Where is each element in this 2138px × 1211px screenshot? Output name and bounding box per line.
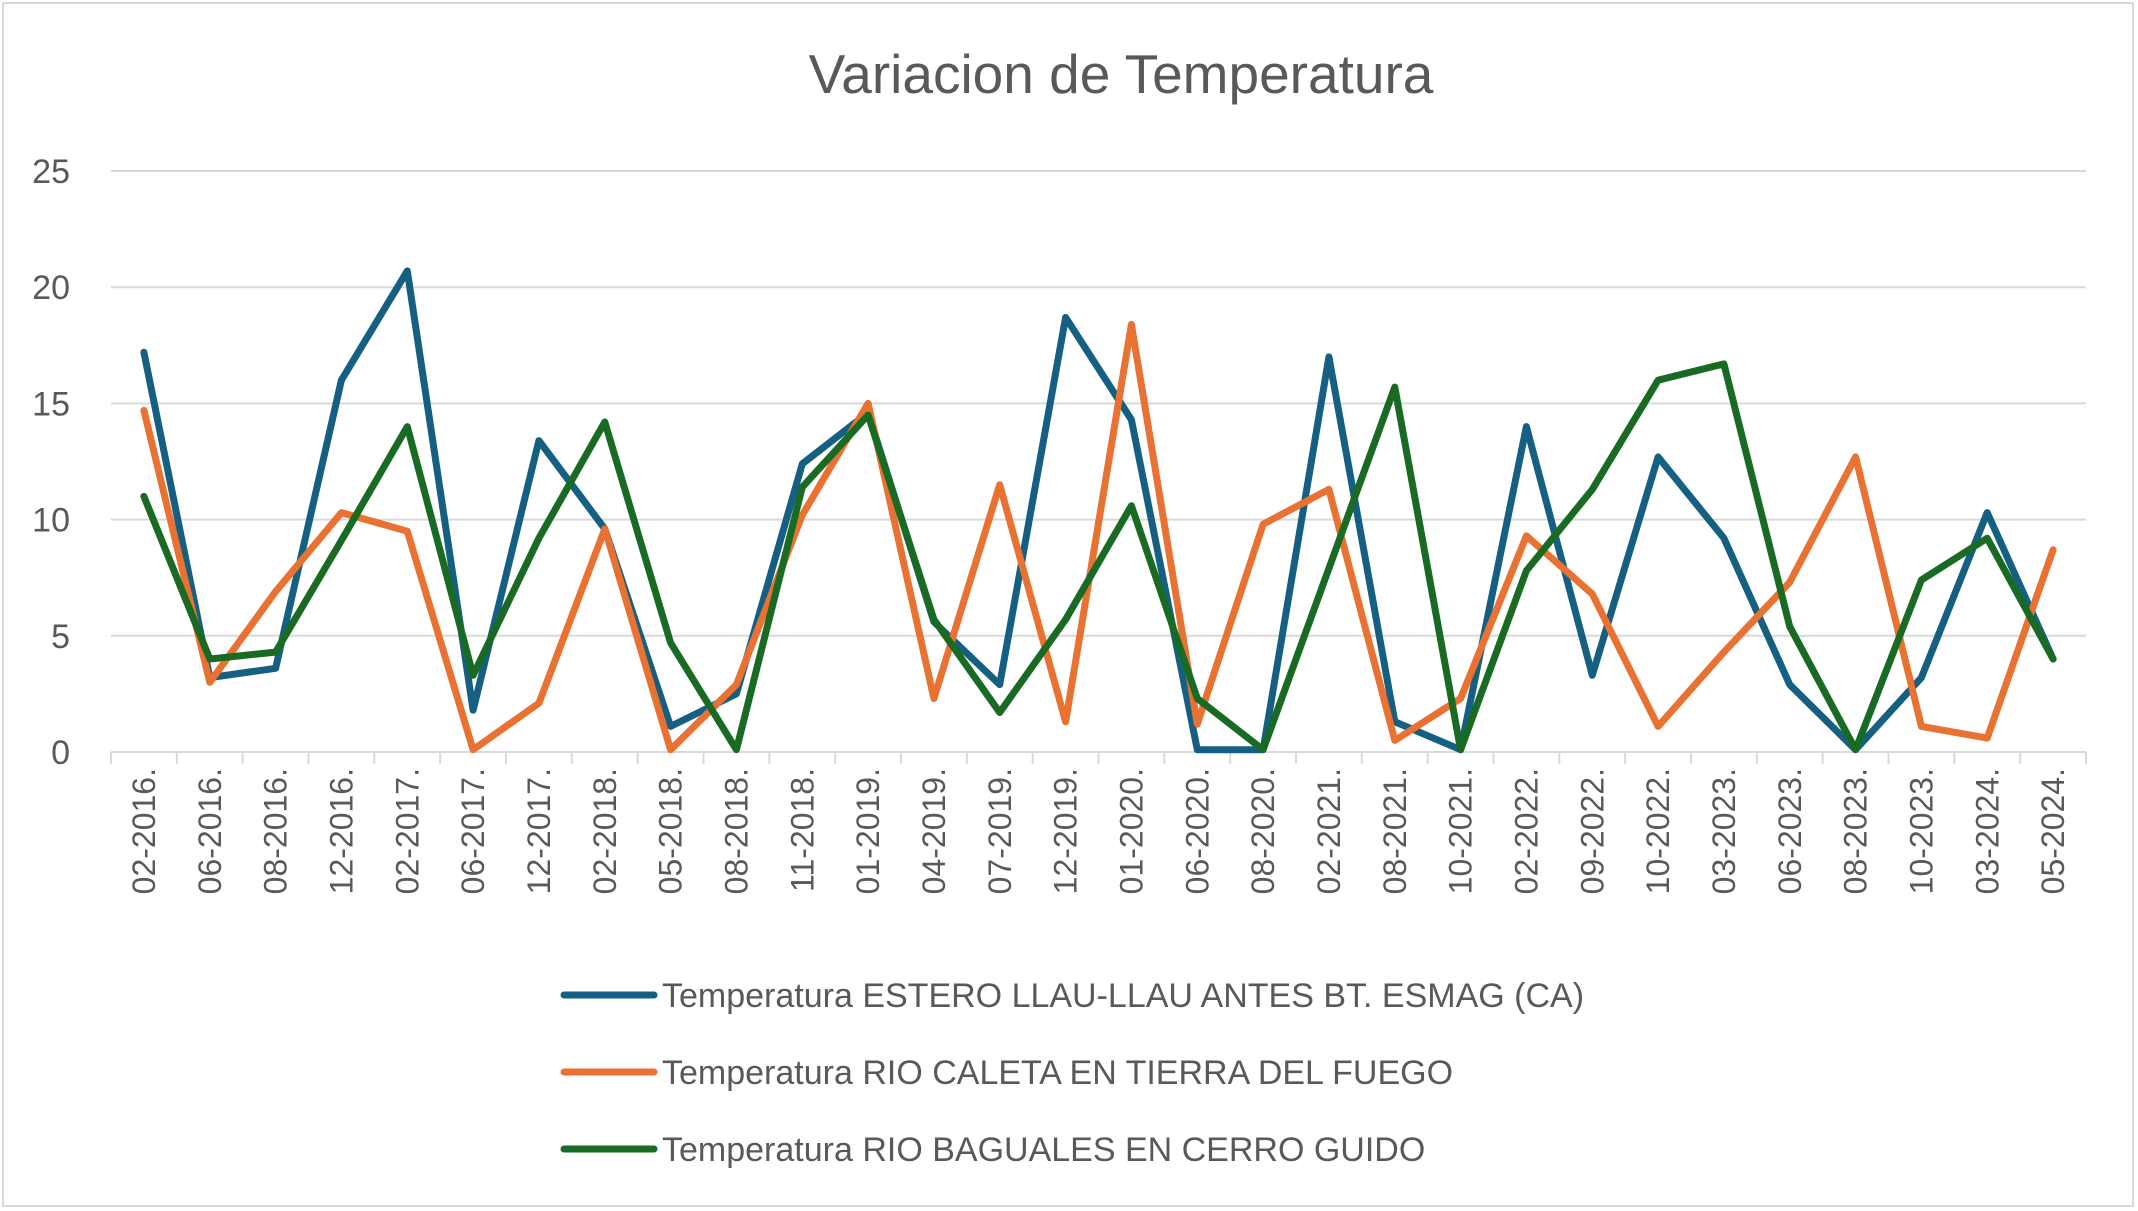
y-tick-label: 5 (51, 618, 70, 656)
x-tick-label: 10-2023. (1903, 768, 1939, 894)
x-tick-label: 05-2018. (653, 768, 689, 894)
x-tick-label: 04-2019. (916, 768, 952, 894)
x-tick-label: 12-2019. (1048, 768, 1084, 894)
x-tick-label: 02-2022. (1508, 768, 1544, 894)
x-tick-label: 08-2021. (1377, 768, 1413, 894)
legend-label-3: Temperatura RIO BAGUALES EN CERRO GUIDO (662, 1131, 1425, 1169)
x-tick-label: 01-2020. (1113, 768, 1149, 894)
x-tick-label: 12-2017. (521, 768, 557, 894)
x-tick-label: 03-2024. (1969, 768, 2005, 894)
x-tick-label: 07-2019. (982, 768, 1018, 894)
series-line-3 (140, 360, 2057, 754)
legend-label-1: Temperatura ESTERO LLAU-LLAU ANTES BT. E… (662, 977, 1584, 1015)
y-tick-label: 25 (32, 153, 70, 191)
legend-label-2: Temperatura RIO CALETA EN TIERRA DEL FUE… (662, 1054, 1453, 1092)
y-tick-label: 10 (32, 502, 70, 540)
series-points-3 (143, 363, 2054, 750)
x-tick-label: 08-2016. (258, 768, 294, 894)
y-axis-ticks: 0 5 10 15 20 25 (32, 153, 70, 772)
y-tick-label: 20 (32, 269, 70, 307)
series-points-2 (143, 324, 2054, 750)
x-tick-label: 09-2022. (1574, 768, 1610, 894)
y-tick-label: 15 (32, 385, 70, 423)
x-tick-label: 02-2016. (126, 768, 162, 894)
x-tick-label: 06-2016. (192, 768, 228, 894)
x-tick-label: 01-2019. (850, 768, 886, 894)
x-tick-label: 10-2022. (1640, 768, 1676, 894)
x-tick-label: 10-2021. (1443, 768, 1479, 894)
x-tick-label: 06-2017. (455, 768, 491, 894)
series-line-2 (140, 320, 2057, 754)
chart-title: Variacion de Temperatura (809, 43, 1434, 105)
x-tick-label: 02-2017. (389, 768, 425, 894)
x-tick-label: 03-2023. (1706, 768, 1742, 894)
gridlines (111, 170, 2086, 753)
x-tick-label: 08-2018. (718, 768, 754, 894)
x-tick-label: 05-2024. (2035, 768, 2071, 894)
series-lines (140, 267, 2057, 754)
x-tick-label: 06-2020. (1179, 768, 1215, 894)
x-tick-label: 08-2020. (1245, 768, 1281, 894)
y-tick-label: 0 (51, 734, 70, 772)
x-tick-label: 11-2018. (784, 768, 820, 892)
x-axis-ticks: 02-2016. 06-2016. 08-2016. 12-2016. 02-2017.… (110, 752, 2087, 894)
x-tick-label: 02-2018. (587, 768, 623, 894)
x-tick-label: 06-2023. (1772, 768, 1808, 894)
x-tick-label: 08-2023. (1838, 768, 1874, 894)
x-tick-label: 12-2016. (323, 768, 359, 894)
legend: Temperatura ESTERO LLAU-LLAU ANTES BT. E… (560, 977, 1584, 1169)
x-tick-label: 02-2021. (1311, 768, 1347, 894)
